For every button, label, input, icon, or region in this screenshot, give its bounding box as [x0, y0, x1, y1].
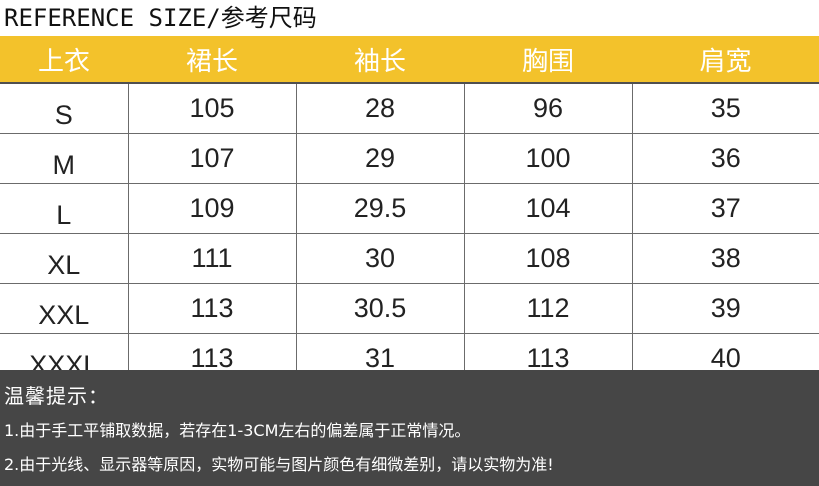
sleeve-length-cell: 29.5: [295, 183, 465, 234]
sleeve-length-cell: 30: [295, 233, 465, 284]
table-row: M 107 29 100 36: [0, 133, 819, 184]
size-label-cell: L: [0, 183, 129, 234]
table-row: L 109 29.5 104 37: [0, 183, 819, 234]
bust-cell: 100: [463, 133, 633, 184]
tips-heading: 温馨提示：: [4, 384, 109, 408]
sleeve-length-cell: 28: [295, 82, 465, 134]
shoulder-width-cell: 35: [631, 82, 819, 134]
column-header-bust: 胸围: [464, 36, 632, 83]
shoulder-width-cell: 37: [631, 183, 819, 234]
shoulder-width-cell: 36: [631, 133, 819, 184]
tip-line: 2.由于光线、显示器等原因，实物可能与图片颜色有细微差别，请以实物为准!: [4, 455, 554, 474]
size-chart-table: 上衣 裙长 袖长 胸围 肩宽 S 105 28 96 35 M 107 29 1…: [0, 36, 819, 384]
dress-length-cell: 107: [127, 133, 297, 184]
tips-panel: 温馨提示： 1.由于手工平铺取数据，若存在1-3CM左右的偏差属于正常情况。 2…: [0, 370, 819, 486]
dress-length-cell: 105: [127, 82, 297, 134]
column-header-dress-length: 裙长: [128, 36, 296, 83]
dress-length-cell: 113: [127, 283, 297, 334]
size-label-cell: XL: [0, 233, 129, 284]
table-header-row: 上衣 裙长 袖长 胸围 肩宽: [0, 36, 819, 83]
shoulder-width-cell: 38: [631, 233, 819, 284]
sleeve-length-cell: 30.5: [295, 283, 465, 334]
dress-length-cell: 109: [127, 183, 297, 234]
reference-size-title: REFERENCE SIZE/参考尺码: [0, 0, 819, 36]
size-label-cell: M: [0, 133, 129, 184]
table-row: S 105 28 96 35: [0, 82, 819, 134]
column-header-sleeve-length: 袖长: [296, 36, 464, 83]
table-row: XL 111 30 108 38: [0, 233, 819, 284]
size-label-cell: XXL: [0, 283, 129, 334]
size-label-cell: S: [0, 82, 129, 134]
bust-cell: 108: [463, 233, 633, 284]
column-header-top: 上衣: [0, 36, 128, 83]
tip-line: 1.由于手工平铺取数据，若存在1-3CM左右的偏差属于正常情况。: [4, 421, 471, 440]
table-row: XXL 113 30.5 112 39: [0, 283, 819, 334]
shoulder-width-cell: 39: [631, 283, 819, 334]
dress-length-cell: 111: [127, 233, 297, 284]
bust-cell: 104: [463, 183, 633, 234]
sleeve-length-cell: 29: [295, 133, 465, 184]
bust-cell: 112: [463, 283, 633, 334]
bust-cell: 96: [463, 82, 633, 134]
column-header-shoulder-width: 肩宽: [632, 36, 819, 83]
